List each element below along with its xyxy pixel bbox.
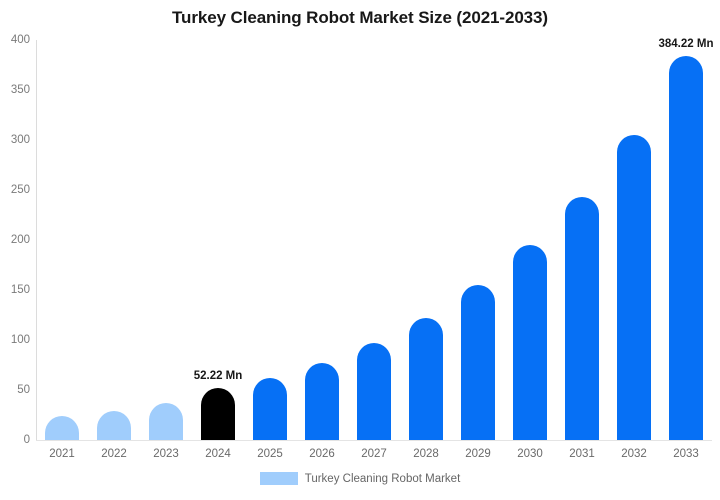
- bar-2030[interactable]: [512, 245, 548, 440]
- bar-value-label-2024: 52.22 Mn: [193, 369, 243, 382]
- chart-title: Turkey Cleaning Robot Market Size (2021-…: [172, 8, 548, 27]
- bar-2028[interactable]: [408, 318, 444, 440]
- bar-2023[interactable]: [148, 403, 184, 440]
- x-axis-tick-2033: 2033: [673, 448, 699, 460]
- x-axis-tick-2029: 2029: [465, 448, 491, 460]
- y-axis-tick-100: 100: [10, 334, 30, 346]
- x-axis-tick-2024: 2024: [205, 448, 231, 460]
- bar-slot-2024[interactable]: [200, 40, 236, 440]
- x-axis-tick-2023: 2023: [153, 448, 179, 460]
- x-axis-tick-2022: 2022: [101, 448, 127, 460]
- bar-slot-2026[interactable]: [304, 40, 340, 440]
- bar-2024[interactable]: [200, 387, 236, 440]
- bar-2027[interactable]: [356, 343, 392, 440]
- bar-2033[interactable]: [668, 55, 704, 440]
- bar-slot-2030[interactable]: [512, 40, 548, 440]
- bar-slot-2033[interactable]: [668, 40, 704, 440]
- x-axis-tick-2025: 2025: [257, 448, 283, 460]
- bar-slot-2027[interactable]: [356, 40, 392, 440]
- x-axis-tick-2032: 2032: [621, 448, 647, 460]
- x-axis-tick-2028: 2028: [413, 448, 439, 460]
- y-axis-tick-150: 150: [10, 284, 30, 296]
- x-axis-line: [36, 440, 712, 441]
- legend-label-turkey-cleaning-robot-market: Turkey Cleaning Robot Market: [304, 472, 461, 485]
- y-axis-tick-250: 250: [10, 184, 30, 196]
- bar-2029[interactable]: [460, 285, 496, 440]
- x-axis-tick-2027: 2027: [361, 448, 387, 460]
- y-axis-tick-350: 350: [10, 84, 30, 96]
- x-axis-tick-2021: 2021: [49, 448, 75, 460]
- bar-2022[interactable]: [96, 411, 132, 440]
- chart-legend: Turkey Cleaning Robot Market: [0, 472, 720, 485]
- x-axis-tick-2030: 2030: [517, 448, 543, 460]
- bar-2026[interactable]: [304, 363, 340, 440]
- bar-slot-2025[interactable]: [252, 40, 288, 440]
- plot-area: [36, 40, 706, 440]
- bar-slot-2032[interactable]: [616, 40, 652, 440]
- y-axis-line: [36, 40, 37, 440]
- bar-value-label-2033: 384.22 Mn: [658, 37, 714, 50]
- y-axis-tick-0: 0: [23, 434, 30, 446]
- bar-slot-2029[interactable]: [460, 40, 496, 440]
- bar-slot-2023[interactable]: [148, 40, 184, 440]
- x-axis-tick-2026: 2026: [309, 448, 335, 460]
- y-axis-tick-300: 300: [10, 134, 30, 146]
- bar-2032[interactable]: [616, 135, 652, 440]
- y-axis-tick-200: 200: [10, 234, 30, 246]
- bar-2025[interactable]: [252, 378, 288, 440]
- bar-slot-2022[interactable]: [96, 40, 132, 440]
- y-axis-tick-400: 400: [10, 34, 30, 46]
- bar-slot-2021[interactable]: [44, 40, 80, 440]
- bar-2021[interactable]: [44, 416, 80, 440]
- bar-slot-2028[interactable]: [408, 40, 444, 440]
- bar-slot-2031[interactable]: [564, 40, 600, 440]
- x-axis-tick-2031: 2031: [569, 448, 595, 460]
- bar-2031[interactable]: [564, 197, 600, 440]
- y-axis-tick-50: 50: [17, 384, 30, 396]
- legend-swatch-turkey-cleaning-robot-market: [259, 472, 298, 485]
